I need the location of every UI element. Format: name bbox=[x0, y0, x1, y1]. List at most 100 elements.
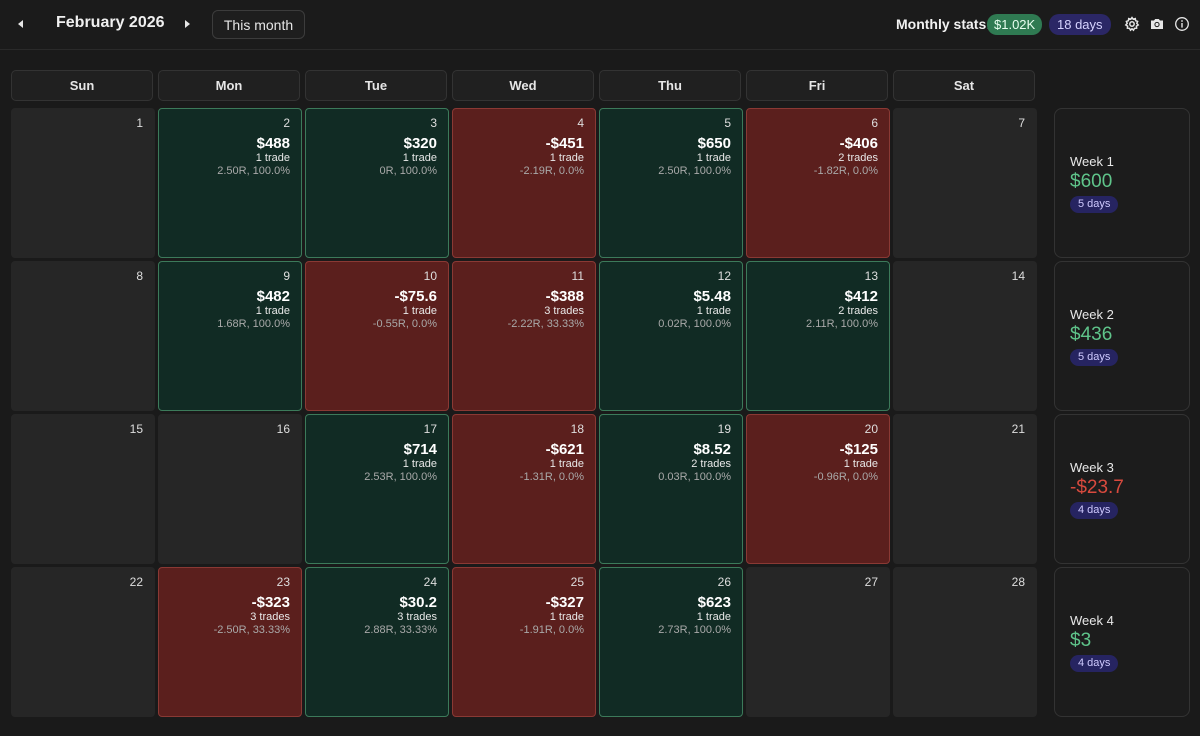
day-number: 17 bbox=[423, 422, 437, 436]
day-r-winrate: -2.22R, 33.33% bbox=[507, 318, 584, 330]
day-trade-count: 1 trade bbox=[696, 611, 731, 623]
day-number: 1 bbox=[136, 116, 143, 130]
week-summary-2[interactable]: Week 2 $436 5 days bbox=[1054, 261, 1190, 411]
day-number: 18 bbox=[570, 422, 584, 436]
week-label: Week 4 bbox=[1070, 613, 1114, 628]
day-cell-16[interactable]: 16 bbox=[158, 414, 302, 564]
day-cell-4[interactable]: 4 -$451 1 trade -2.19R, 0.0% bbox=[452, 108, 596, 258]
info-button[interactable] bbox=[1174, 16, 1190, 32]
day-cell-7[interactable]: 7 bbox=[893, 108, 1037, 258]
day-cell-14[interactable]: 14 bbox=[893, 261, 1037, 411]
day-r-winrate: -1.82R, 0.0% bbox=[813, 165, 878, 177]
day-trade-count: 1 trade bbox=[402, 152, 437, 164]
day-number: 12 bbox=[717, 269, 731, 283]
day-cell-8[interactable]: 8 bbox=[11, 261, 155, 411]
day-pnl: $30.2 bbox=[399, 594, 437, 611]
week-summary-3[interactable]: Week 3 -$23.7 4 days bbox=[1054, 414, 1190, 564]
day-cell-6[interactable]: 6 -$406 2 trades -1.82R, 0.0% bbox=[746, 108, 890, 258]
day-number: 19 bbox=[717, 422, 731, 436]
day-r-winrate: 0R, 100.0% bbox=[379, 165, 437, 177]
day-r-winrate: 2.53R, 100.0% bbox=[364, 471, 437, 483]
day-pnl: -$323 bbox=[251, 594, 290, 611]
day-r-winrate: -1.91R, 0.0% bbox=[519, 624, 584, 636]
day-cell-18[interactable]: 18 -$621 1 trade -1.31R, 0.0% bbox=[452, 414, 596, 564]
day-number: 20 bbox=[864, 422, 878, 436]
day-number: 11 bbox=[571, 269, 584, 283]
day-trade-count: 2 trades bbox=[838, 305, 878, 317]
day-cell-1[interactable]: 1 bbox=[11, 108, 155, 258]
day-cell-17[interactable]: 17 $714 1 trade 2.53R, 100.0% bbox=[305, 414, 449, 564]
day-r-winrate: -2.50R, 33.33% bbox=[213, 624, 290, 636]
prev-month-button[interactable] bbox=[10, 13, 32, 35]
day-trade-count: 1 trade bbox=[549, 458, 584, 470]
day-number: 27 bbox=[864, 575, 878, 589]
week-pnl: $3 bbox=[1070, 630, 1092, 651]
day-trade-count: 1 trade bbox=[696, 152, 731, 164]
day-cell-2[interactable]: 2 $488 1 trade 2.50R, 100.0% bbox=[158, 108, 302, 258]
day-cell-27[interactable]: 27 bbox=[746, 567, 890, 717]
day-cell-28[interactable]: 28 bbox=[893, 567, 1037, 717]
day-cell-11[interactable]: 11 -$388 3 trades -2.22R, 33.33% bbox=[452, 261, 596, 411]
week-days-badge: 5 days bbox=[1070, 196, 1119, 213]
day-r-winrate: -1.31R, 0.0% bbox=[519, 471, 584, 483]
day-cell-12[interactable]: 12 $5.48 1 trade 0.02R, 100.0% bbox=[599, 261, 743, 411]
day-cell-15[interactable]: 15 bbox=[11, 414, 155, 564]
day-pnl: $5.48 bbox=[693, 288, 731, 305]
monthly-days-badge: 18 days bbox=[1049, 14, 1111, 35]
week-days-badge: 5 days bbox=[1070, 349, 1119, 366]
week-label: Week 2 bbox=[1070, 307, 1114, 322]
day-trade-count: 1 trade bbox=[255, 305, 290, 317]
day-trade-count: 1 trade bbox=[549, 611, 584, 623]
day-pnl: $8.52 bbox=[693, 441, 731, 458]
day-cell-20[interactable]: 20 -$125 1 trade -0.96R, 0.0% bbox=[746, 414, 890, 564]
day-number: 16 bbox=[276, 422, 290, 436]
week-summary-1[interactable]: Week 1 $600 5 days bbox=[1054, 108, 1190, 258]
day-number: 23 bbox=[276, 575, 290, 589]
day-cell-19[interactable]: 19 $8.52 2 trades 0.03R, 100.0% bbox=[599, 414, 743, 564]
day-number: 21 bbox=[1011, 422, 1025, 436]
day-cell-3[interactable]: 3 $320 1 trade 0R, 100.0% bbox=[305, 108, 449, 258]
day-pnl: -$125 bbox=[839, 441, 878, 458]
day-cell-22[interactable]: 22 bbox=[11, 567, 155, 717]
day-pnl: $714 bbox=[403, 441, 437, 458]
day-cell-24[interactable]: 24 $30.2 3 trades 2.88R, 33.33% bbox=[305, 567, 449, 717]
day-pnl: -$327 bbox=[545, 594, 584, 611]
day-cell-25[interactable]: 25 -$327 1 trade -1.91R, 0.0% bbox=[452, 567, 596, 717]
info-icon bbox=[1175, 17, 1189, 31]
week-summary-4[interactable]: Week 4 $3 4 days bbox=[1054, 567, 1190, 717]
day-pnl: -$75.6 bbox=[394, 288, 437, 305]
day-cell-9[interactable]: 9 $482 1 trade 1.68R, 100.0% bbox=[158, 261, 302, 411]
day-number: 8 bbox=[136, 269, 143, 283]
day-trade-count: 1 trade bbox=[549, 152, 584, 164]
week-label: Week 3 bbox=[1070, 460, 1114, 475]
day-number: 28 bbox=[1011, 575, 1025, 589]
weekday-header-sun: Sun bbox=[11, 70, 153, 101]
week-pnl: $436 bbox=[1070, 324, 1113, 345]
camera-icon bbox=[1151, 19, 1163, 29]
day-pnl: $623 bbox=[697, 594, 731, 611]
day-number: 4 bbox=[577, 116, 584, 130]
day-number: 24 bbox=[423, 575, 437, 589]
day-pnl: -$451 bbox=[545, 135, 584, 152]
week-days-badge: 4 days bbox=[1070, 655, 1119, 672]
settings-button[interactable] bbox=[1124, 16, 1140, 32]
day-cell-23[interactable]: 23 -$323 3 trades -2.50R, 33.33% bbox=[158, 567, 302, 717]
day-number: 10 bbox=[423, 269, 437, 283]
screenshot-button[interactable] bbox=[1149, 16, 1165, 32]
day-trade-count: 1 trade bbox=[843, 458, 878, 470]
this-month-button[interactable]: This month bbox=[212, 10, 305, 39]
prev-month-icon bbox=[18, 20, 23, 28]
day-cell-21[interactable]: 21 bbox=[893, 414, 1037, 564]
day-cell-5[interactable]: 5 $650 1 trade 2.50R, 100.0% bbox=[599, 108, 743, 258]
day-cell-10[interactable]: 10 -$75.6 1 trade -0.55R, 0.0% bbox=[305, 261, 449, 411]
day-number: 15 bbox=[129, 422, 143, 436]
day-trade-count: 3 trades bbox=[397, 611, 437, 623]
day-pnl: $320 bbox=[403, 135, 437, 152]
day-cell-26[interactable]: 26 $623 1 trade 2.73R, 100.0% bbox=[599, 567, 743, 717]
month-title: February 2026 bbox=[56, 14, 165, 31]
next-month-button[interactable] bbox=[176, 13, 198, 35]
top-bar: February 2026 This month Monthly stats: … bbox=[0, 0, 1200, 50]
day-cell-13[interactable]: 13 $412 2 trades 2.11R, 100.0% bbox=[746, 261, 890, 411]
day-number: 6 bbox=[871, 116, 878, 130]
next-month-icon bbox=[185, 20, 190, 28]
